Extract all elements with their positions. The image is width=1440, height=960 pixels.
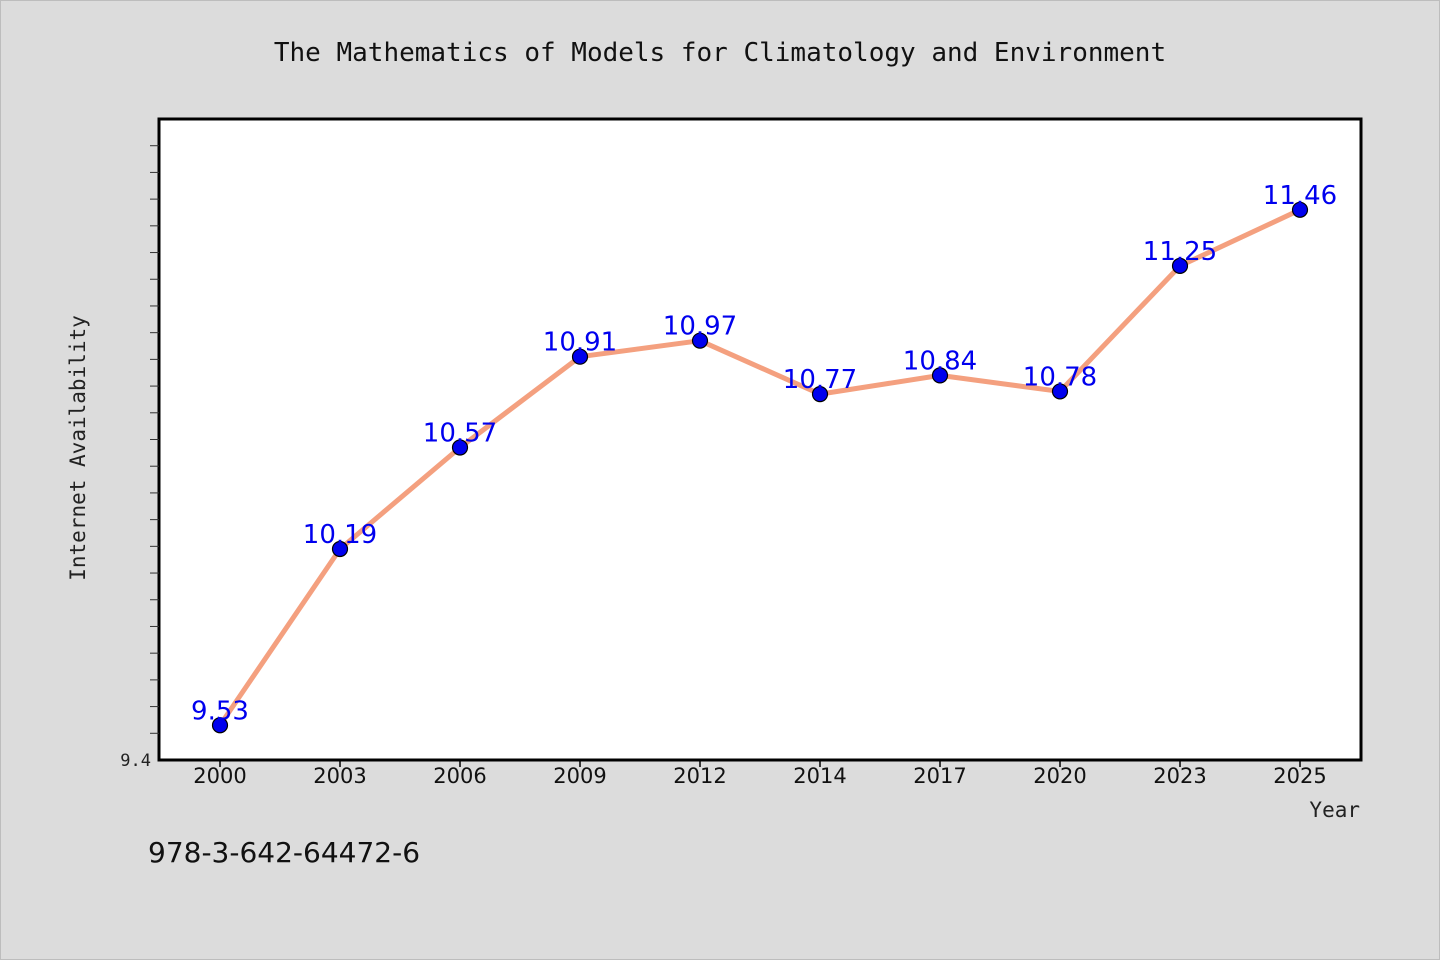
x-tick-label: 2000 (193, 764, 246, 788)
x-tick-label: 2014 (793, 764, 846, 788)
data-point (451, 439, 469, 456)
isbn-text: 978-3-642-64472-6 (148, 836, 420, 869)
data-label: 10.57 (423, 419, 497, 449)
data-label: 10.19 (303, 520, 377, 550)
data-label: 10.78 (1023, 362, 1097, 392)
data-point (931, 367, 949, 384)
x-tick-label: 2006 (433, 764, 486, 788)
x-tick-label: 2020 (1033, 764, 1086, 788)
data-point (1051, 383, 1069, 400)
data-label: 10.91 (543, 328, 617, 358)
series-line (217, 207, 1303, 728)
data-label: 11.25 (1143, 237, 1217, 267)
data-label: 10.97 (663, 312, 737, 342)
data-point (571, 348, 589, 365)
data-point (691, 332, 709, 349)
data-label: 10.84 (903, 346, 977, 376)
y-tick-label: 9.4 (120, 751, 151, 771)
plot-area (157, 117, 1363, 762)
chart-title: The Mathematics of Models for Climatolog… (274, 38, 1166, 68)
data-label: 10.77 (783, 365, 857, 395)
data-point (211, 717, 229, 734)
x-tick-label: 2023 (1153, 764, 1206, 788)
y-axis-ticks (150, 145, 159, 734)
series-layer: 9.53 10.19 10.57 10.91 10.97 10.77 10.84 10.78 1… (191, 181, 1337, 734)
data-point (811, 385, 829, 403)
x-tick-label: 2012 (673, 764, 726, 788)
data-point (1291, 201, 1309, 218)
y-axis-label: Internet Availability (66, 315, 90, 581)
x-tick-label: 2009 (553, 764, 606, 788)
x-axis-ticks: 2000 2003 2006 2009 2012 2014 2017 2020 2023 2025 (193, 760, 1327, 788)
data-label: 11.46 (1263, 181, 1337, 211)
x-axis-label: Year (1309, 798, 1360, 822)
x-tick-label: 2025 (1273, 764, 1326, 788)
x-tick-label: 2017 (913, 764, 966, 788)
data-label: 9.53 (191, 696, 249, 726)
x-tick-label: 2003 (313, 764, 366, 788)
data-point (331, 540, 349, 558)
data-point (1171, 257, 1189, 274)
